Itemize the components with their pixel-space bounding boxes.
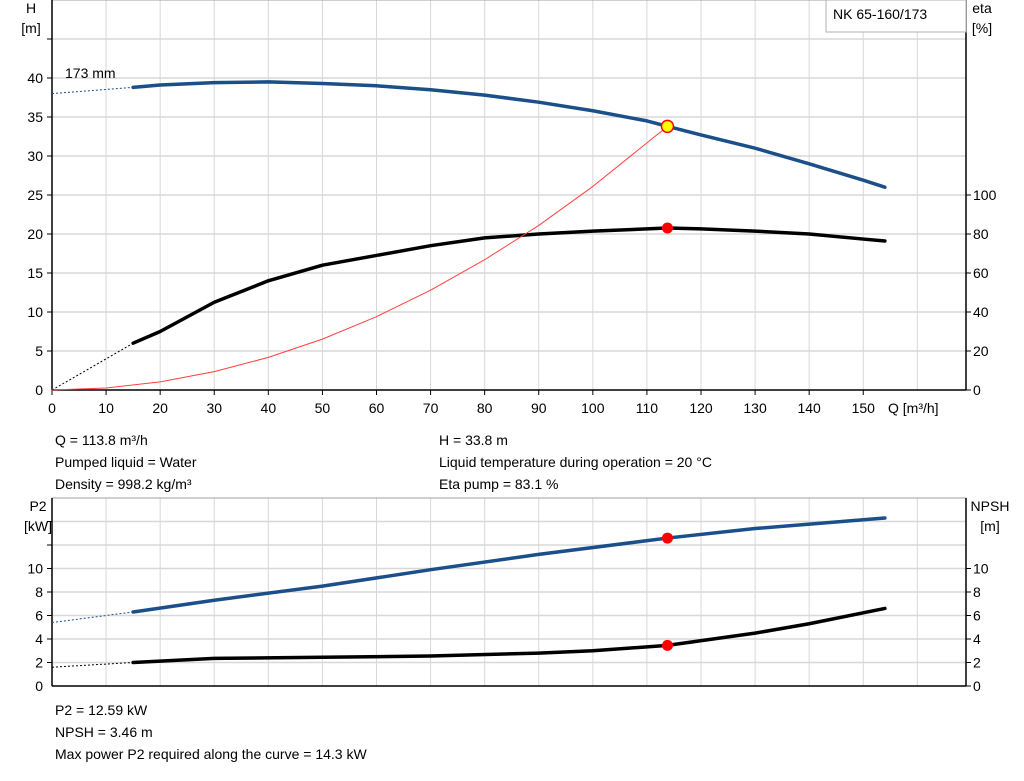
y-tick-label-right: 8 — [973, 584, 981, 600]
info-bottom: P2 = 12.59 kW NPSH = 3.46 m Max power P2… — [55, 699, 367, 765]
x-tick-label: 60 — [369, 400, 385, 416]
x-tick-label: 30 — [206, 400, 222, 416]
curve-P2 — [131, 516, 887, 614]
info-eta: Eta pump = 83.1 % — [439, 476, 559, 492]
info-npsh: NPSH = 3.46 m — [55, 724, 153, 740]
info-p2: P2 = 12.59 kW — [55, 702, 148, 718]
curve-H — [131, 80, 887, 189]
y-label-right-unit: [%] — [972, 20, 992, 36]
info-density: Density = 998.2 kg/m³ — [55, 476, 192, 492]
curve-eta — [131, 226, 887, 345]
duty-point-p2 — [661, 532, 673, 544]
info-max-power: Max power P2 required along the curve = … — [55, 746, 367, 762]
x-tick-label: 120 — [689, 400, 713, 416]
curve-extension-P2 — [51, 611, 134, 624]
x-tick-label: 50 — [315, 400, 331, 416]
y-tick-label-left: 20 — [27, 226, 43, 242]
y-tick-label-right: 20 — [973, 343, 989, 359]
y-tick-label-right: 4 — [973, 631, 981, 647]
y-label-left: H — [26, 0, 36, 16]
curve-extension-H — [51, 86, 134, 95]
y-tick-label-right: 100 — [973, 187, 997, 203]
x-tick-label: 40 — [261, 400, 277, 416]
y-tick-label-left: 40 — [27, 70, 43, 86]
y-tick-label-right: 60 — [973, 265, 989, 281]
x-tick-label: 90 — [531, 400, 547, 416]
y-label-right: eta — [972, 0, 992, 16]
y-tick-label-left: 15 — [27, 265, 43, 281]
y-tick-label-left: 10 — [27, 561, 43, 577]
info-liquid: Pumped liquid = Water — [55, 454, 197, 470]
curve-extension-NPSH — [51, 662, 134, 668]
y-tick-label-left: 30 — [27, 148, 43, 164]
x-tick-label: 10 — [98, 400, 114, 416]
y-tick-label-right: 2 — [973, 655, 981, 671]
y-tick-label-right: 40 — [973, 304, 989, 320]
y-tick-label-left: 4 — [35, 631, 43, 647]
info-top-right: H = 33.8 m Liquid temperature during ope… — [439, 429, 712, 495]
duty-point-eta — [661, 222, 673, 234]
y-tick-label-left: 6 — [35, 608, 43, 624]
y-tick-label-left: 0 — [35, 678, 43, 694]
x-tick-label: 100 — [581, 400, 605, 416]
info-h: H = 33.8 m — [439, 432, 508, 448]
y-tick-label-left: 10 — [27, 304, 43, 320]
x-label: Q [m³/h] — [888, 400, 939, 416]
y-label-right: NPSH — [971, 498, 1010, 514]
y-tick-label-left: 2 — [35, 655, 43, 671]
y-tick-label-right: 10 — [973, 561, 989, 577]
info-q: Q = 113.8 m³/h — [55, 432, 148, 448]
duty-point-h — [660, 119, 675, 134]
y-tick-label-left: 5 — [35, 343, 43, 359]
y-tick-label-left: 25 — [27, 187, 43, 203]
y-label-left-unit: [m] — [21, 20, 40, 36]
y-tick-label-right: 80 — [973, 226, 989, 242]
legend-title: NK 65-160/173 — [833, 6, 927, 22]
y-tick-label-right: 0 — [973, 678, 981, 694]
x-tick-label: 0 — [48, 400, 56, 416]
y-tick-label-left: 0 — [35, 382, 43, 398]
curve-system — [51, 125, 668, 391]
legend-box — [825, 0, 967, 33]
y-tick-label-left: 35 — [27, 109, 43, 125]
x-tick-label: 20 — [152, 400, 168, 416]
impeller-label: 173 mm — [65, 65, 116, 81]
x-tick-label: 150 — [852, 400, 876, 416]
curve-NPSH — [131, 606, 887, 665]
x-tick-label: 130 — [743, 400, 767, 416]
x-tick-label: 110 — [636, 400, 659, 416]
y-tick-label-right: 0 — [973, 382, 981, 398]
info-temp: Liquid temperature during operation = 20… — [439, 454, 712, 470]
x-tick-label: 70 — [423, 400, 439, 416]
y-label-left-unit: [kW] — [24, 518, 52, 534]
y-label-left: P2 — [29, 498, 46, 514]
x-tick-label: 140 — [797, 400, 821, 416]
y-tick-label-right: 6 — [973, 608, 981, 624]
y-label-right-unit: [m] — [980, 518, 999, 534]
duty-point-npsh — [661, 639, 673, 651]
info-top-left: Q = 113.8 m³/h Pumped liquid = Water Den… — [55, 429, 197, 495]
curve-extension-eta — [51, 342, 134, 391]
x-tick-label: 80 — [477, 400, 493, 416]
y-tick-label-left: 8 — [35, 584, 43, 600]
